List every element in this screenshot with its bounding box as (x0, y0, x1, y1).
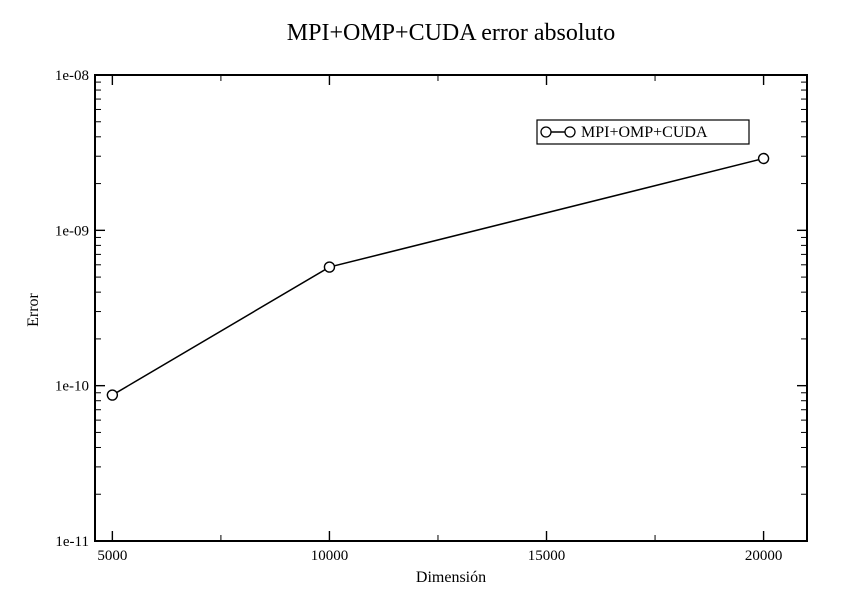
data-point-marker (757, 152, 770, 165)
x-tick-label: 20000 (745, 548, 783, 564)
y-tick-label: 1e-08 (55, 68, 89, 84)
data-point-marker (106, 389, 119, 401)
x-tick-label: 5000 (97, 548, 127, 564)
y-axis-label: Error (25, 292, 42, 326)
x-tick-label: 15000 (528, 548, 566, 564)
series-line (111, 157, 764, 396)
y-tick-label: 1e-11 (55, 534, 89, 550)
x-tick-label: 10000 (311, 548, 349, 564)
legend-series-name: MPI+OMP+CUDA (581, 124, 708, 141)
chart-title: MPI+OMP+CUDA error absoluto (287, 20, 615, 46)
y-tick-label: 1e-09 (55, 223, 89, 239)
plot-area-frame (94, 74, 808, 542)
x-axis-label: Dimensión (416, 569, 486, 586)
legend-marker (540, 126, 552, 138)
legend-marker (564, 126, 576, 138)
data-point-marker (323, 261, 336, 273)
y-tick-label: 1e-10 (55, 379, 89, 395)
